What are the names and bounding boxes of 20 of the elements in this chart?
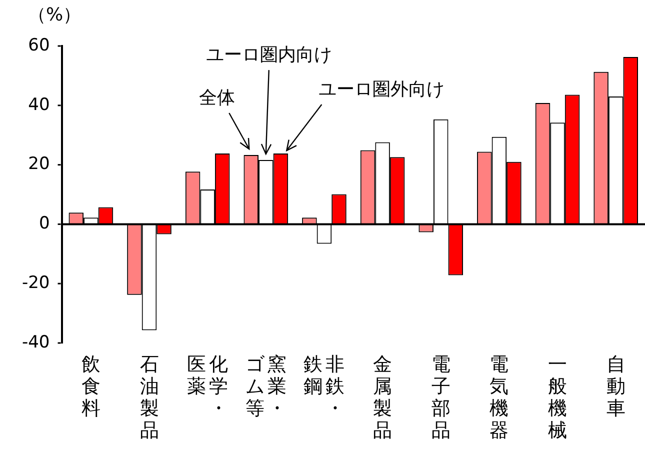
y-axis-title: （%）	[28, 4, 82, 26]
y-tick-label: -40	[22, 332, 50, 352]
x-tick-label: 一般機械	[548, 353, 568, 442]
y-tick-label: 20	[28, 154, 50, 174]
y-tick-label: 40	[28, 94, 50, 115]
y-tick-label: 60	[28, 35, 50, 56]
text: ユーロ圏内向け	[206, 44, 332, 66]
x-tick-label: 自動車	[606, 353, 626, 420]
x-tick-label: 非鉄・鉄鋼	[304, 353, 345, 420]
text: ユーロ圏外向け	[318, 79, 445, 100]
text: 全体	[199, 88, 236, 109]
x-tick-label: 窯業・ゴム等	[245, 353, 286, 420]
y-tick-label: -20	[22, 273, 50, 294]
x-tick-label: 金属製品	[373, 353, 392, 442]
x-tick-label: 電子部品	[431, 353, 450, 442]
y-tick-label: 0	[38, 214, 50, 234]
x-tick-label: 電気機器	[490, 353, 509, 442]
x-tick-label: 化学・医薬	[187, 353, 228, 420]
x-tick-label: 石油製品	[140, 353, 159, 442]
x-tick-label: 飲食料	[81, 353, 100, 420]
